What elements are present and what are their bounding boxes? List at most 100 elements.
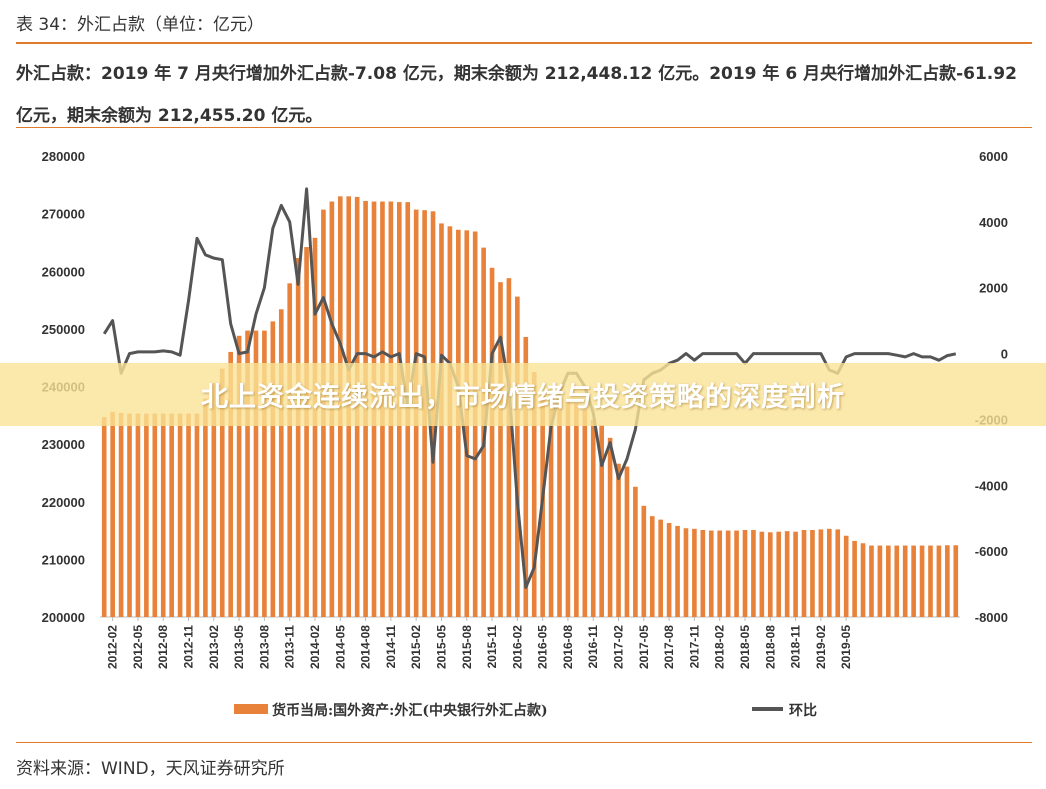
bar	[531, 372, 537, 617]
legend-bar-label: 货币当局:国外资产:外汇(中央银行外汇占款)	[271, 702, 548, 719]
bar	[186, 413, 191, 617]
bar	[607, 437, 613, 617]
x-tick-label: 2012-05	[131, 625, 145, 669]
bar	[262, 330, 267, 617]
y-left-tick-label: 260000	[42, 264, 85, 279]
title-divider	[16, 42, 1032, 44]
bar	[886, 545, 891, 617]
x-tick-label: 2014-08	[359, 625, 373, 669]
bar	[295, 257, 301, 617]
description-divider	[16, 127, 1032, 128]
x-tick-label: 2015-02	[409, 625, 423, 669]
bar	[708, 530, 714, 617]
bar	[557, 397, 562, 617]
bar	[776, 531, 782, 617]
bar	[270, 321, 276, 617]
bar	[919, 545, 925, 617]
x-tick-label: 2013-05	[232, 625, 246, 669]
bar	[565, 400, 571, 617]
bar	[135, 413, 141, 617]
fx-reserve-chart: 2000002100002200002300002400002500002600…	[42, 149, 1008, 719]
bar	[683, 528, 689, 617]
bar	[852, 540, 857, 617]
bar	[523, 336, 529, 617]
bar	[869, 545, 874, 617]
bar	[177, 413, 183, 617]
bar	[835, 529, 841, 617]
x-tick-label: 2014-05	[333, 625, 347, 669]
bar	[582, 409, 588, 617]
bar	[818, 529, 824, 617]
x-tick-label: 2015-08	[460, 625, 474, 669]
x-tick-label: 2014-11	[384, 625, 398, 669]
bar	[548, 397, 554, 617]
bar	[278, 309, 284, 617]
bar	[599, 425, 604, 617]
bar	[515, 296, 520, 617]
y-right-tick-label: 4000	[979, 215, 1008, 230]
description-text: 外汇占款：2019 年 7 月央行增加外汇占款-7.08 亿元，期末余额为 21…	[16, 64, 1017, 126]
bar	[928, 545, 933, 617]
bar	[110, 411, 115, 617]
line-series	[102, 187, 957, 589]
line-path	[102, 187, 957, 589]
y-left-tick-label: 250000	[42, 322, 85, 337]
bar	[641, 505, 647, 617]
bar	[742, 529, 748, 617]
bar	[203, 398, 208, 617]
bar	[160, 413, 166, 617]
bar	[253, 330, 259, 617]
source-note: 资料来源：WIND，天风证券研究所	[16, 759, 285, 779]
y-left-tick-label: 200000	[42, 610, 85, 625]
bar	[793, 531, 798, 617]
x-tick-label: 2012-08	[156, 625, 170, 669]
x-tick-label: 2018-05	[738, 625, 752, 669]
y-right-tick-label: -8000	[975, 610, 1008, 625]
bar	[936, 545, 942, 617]
y-right-tick-label: 0	[1001, 347, 1008, 362]
y-left-tick-label: 270000	[42, 207, 85, 222]
bar	[894, 545, 900, 617]
overlay-banner: 北上资金连续流出，市场情绪与投资策略的深度剖析	[0, 363, 1046, 426]
y-right-tick-label: 2000	[979, 281, 1008, 296]
bar	[666, 523, 672, 617]
x-tick-label: 2018-08	[763, 625, 777, 669]
bar	[801, 529, 807, 617]
legend-line-label: 环比	[789, 702, 817, 719]
x-tick-label: 2016-08	[561, 625, 575, 669]
bar	[616, 463, 621, 617]
bar	[245, 330, 250, 617]
x-tick-label: 2018-02	[713, 625, 727, 669]
bar	[826, 528, 832, 617]
bar	[144, 413, 149, 617]
bar	[127, 413, 132, 617]
bar	[734, 530, 739, 617]
bar	[945, 545, 950, 617]
x-tick-label: 2013-08	[257, 625, 271, 669]
bar	[574, 403, 579, 617]
bar	[810, 529, 815, 617]
table-title: 表 34：外汇占款（单位：亿元）	[16, 15, 265, 35]
bar	[219, 368, 225, 617]
chart-legend: 货币当局:国外资产:外汇(中央银行外汇占款) 环比	[234, 702, 817, 719]
x-tick-label: 2017-05	[637, 625, 651, 669]
bar	[759, 531, 765, 617]
bar	[717, 530, 723, 617]
bar	[692, 528, 697, 617]
bar	[101, 417, 107, 617]
bar	[902, 545, 908, 617]
bar	[211, 383, 217, 617]
bar	[675, 525, 680, 617]
x-tick-label: 2012-02	[106, 625, 120, 669]
x-tick-label: 2013-11	[283, 625, 297, 669]
bar	[152, 413, 158, 617]
x-tick-label: 2019-02	[814, 625, 828, 669]
x-tick-label: 2015-05	[434, 625, 448, 669]
x-tick-label: 2012-11	[182, 625, 196, 669]
y-left-tick-label: 280000	[42, 149, 85, 164]
bar	[304, 247, 309, 618]
y-left-tick-label: 210000	[42, 552, 85, 567]
bar	[169, 413, 174, 617]
x-tick-label: 2017-11	[687, 625, 701, 669]
x-tick-label: 2016-11	[586, 625, 600, 669]
